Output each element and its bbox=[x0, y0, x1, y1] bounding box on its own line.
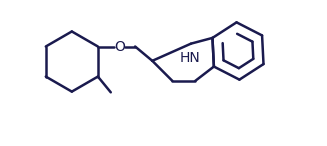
Text: HN: HN bbox=[179, 51, 200, 65]
Text: O: O bbox=[114, 40, 125, 53]
